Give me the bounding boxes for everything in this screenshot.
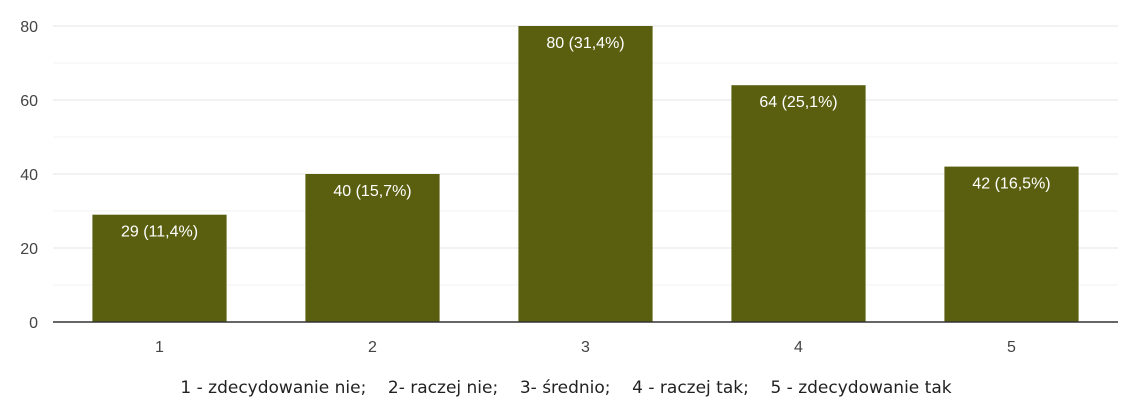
- chart-svg: 0 20 40 60 80 29 (11,4%) 1 40 (15,7%) 2 80 (31,4%…: [20, 19, 1118, 356]
- data-label-2: 40 (15,7%): [333, 183, 411, 200]
- y-tick-label: 20: [20, 241, 38, 258]
- scale-legend-note: 1 - zdecydowanie nie; 2- raczej nie; 3- …: [180, 378, 952, 398]
- bar-3: [518, 26, 653, 322]
- bar-5: [944, 166, 1079, 322]
- x-tick-label: 2: [368, 339, 377, 356]
- x-tick-label: 3: [581, 339, 590, 356]
- x-tick-label: 1: [155, 339, 164, 356]
- data-label-1: 29 (11,4%): [121, 224, 198, 241]
- data-label-4: 64 (25,1%): [759, 94, 837, 111]
- data-label-5: 42 (16,5%): [972, 176, 1050, 193]
- bar-chart: 0 20 40 60 80 29 (11,4%) 1 40 (15,7%) 2 80 (31,4%…: [20, 19, 1118, 356]
- bar-2: [305, 174, 440, 322]
- y-tick-label: 80: [20, 19, 38, 36]
- y-tick-label: 40: [20, 167, 38, 184]
- y-tick-label: 0: [29, 315, 38, 332]
- x-tick-label: 5: [1007, 339, 1016, 356]
- y-tick-label: 60: [20, 93, 38, 110]
- bar-1: [92, 214, 227, 322]
- bar-4: [731, 85, 866, 322]
- data-label-3: 80 (31,4%): [546, 35, 624, 52]
- x-tick-label: 4: [794, 339, 803, 356]
